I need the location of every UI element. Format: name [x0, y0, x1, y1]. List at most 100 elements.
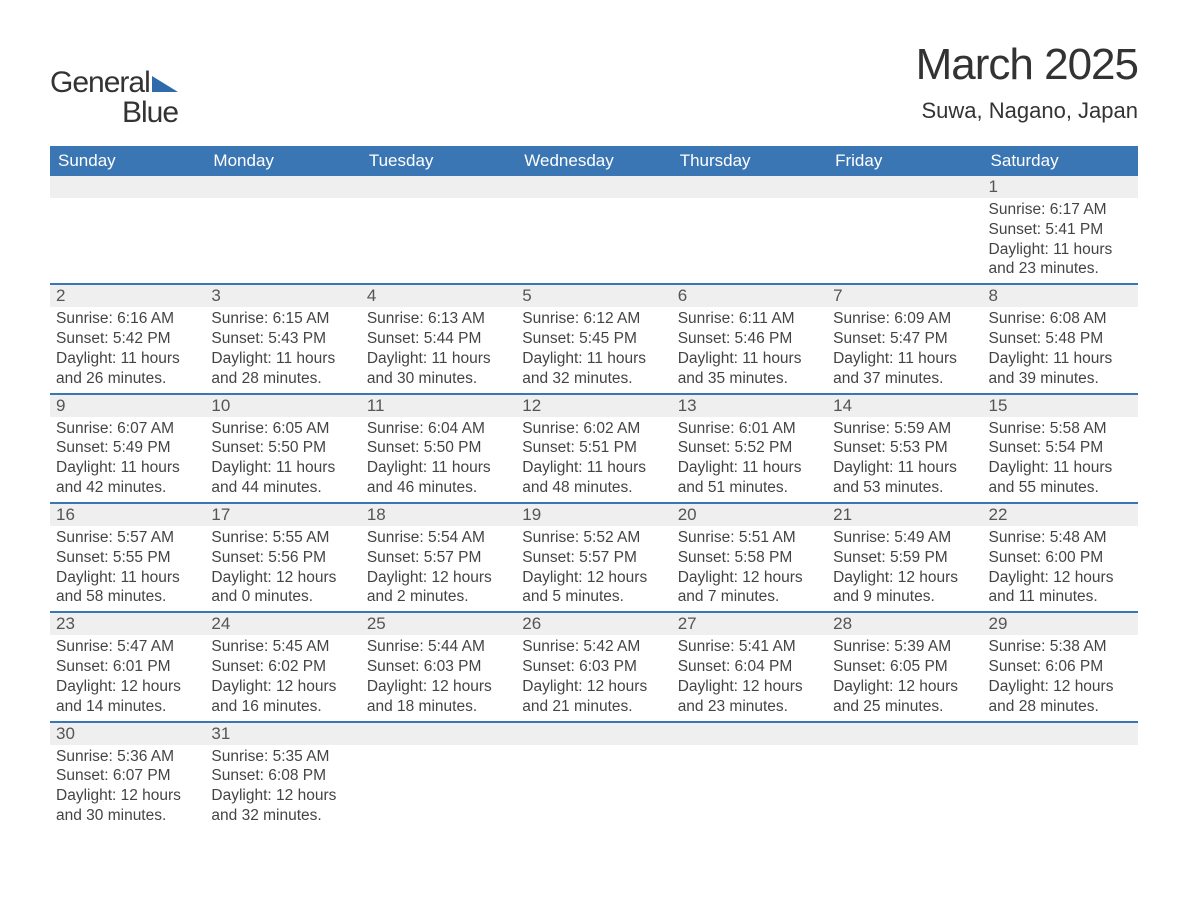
cell-line: Daylight: 11 hours and 26 minutes.: [56, 349, 199, 389]
cell-line: Daylight: 12 hours and 2 minutes.: [367, 568, 510, 608]
cell-line: Sunset: 5:47 PM: [833, 329, 976, 349]
cell-body: Sunrise: 6:12 AMSunset: 5:45 PMDaylight:…: [516, 307, 671, 392]
day-number: 20: [672, 504, 827, 526]
cell-line: Daylight: 12 hours and 11 minutes.: [989, 568, 1132, 608]
cell-line: Sunset: 6:05 PM: [833, 657, 976, 677]
calendar-cell: 15Sunrise: 5:58 AMSunset: 5:54 PMDayligh…: [983, 395, 1138, 502]
cell-body: [827, 198, 982, 204]
calendar-cell: 31Sunrise: 5:35 AMSunset: 6:08 PMDayligh…: [205, 723, 360, 830]
cell-body: Sunrise: 5:55 AMSunset: 5:56 PMDaylight:…: [205, 526, 360, 611]
cell-line: Sunset: 6:04 PM: [678, 657, 821, 677]
calendar-cell: 20Sunrise: 5:51 AMSunset: 5:58 PMDayligh…: [672, 504, 827, 611]
calendar-cell: 6Sunrise: 6:11 AMSunset: 5:46 PMDaylight…: [672, 285, 827, 392]
calendar-week-row: 2Sunrise: 6:16 AMSunset: 5:42 PMDaylight…: [50, 283, 1138, 392]
cell-line: Daylight: 11 hours and 39 minutes.: [989, 349, 1132, 389]
cell-line: Daylight: 11 hours and 44 minutes.: [211, 458, 354, 498]
cell-line: Sunset: 6:07 PM: [56, 766, 199, 786]
day-number: [983, 723, 1138, 745]
calendar-cell: 16Sunrise: 5:57 AMSunset: 5:55 PMDayligh…: [50, 504, 205, 611]
day-number: 12: [516, 395, 671, 417]
cell-line: Daylight: 12 hours and 7 minutes.: [678, 568, 821, 608]
calendar-cell: 21Sunrise: 5:49 AMSunset: 5:59 PMDayligh…: [827, 504, 982, 611]
calendar-cell: 17Sunrise: 5:55 AMSunset: 5:56 PMDayligh…: [205, 504, 360, 611]
calendar-cell: 19Sunrise: 5:52 AMSunset: 5:57 PMDayligh…: [516, 504, 671, 611]
day-number: 27: [672, 613, 827, 635]
cell-line: Sunrise: 5:57 AM: [56, 528, 199, 548]
cell-line: Daylight: 12 hours and 32 minutes.: [211, 786, 354, 826]
cell-line: Sunrise: 5:35 AM: [211, 747, 354, 767]
cell-line: Sunrise: 5:58 AM: [989, 419, 1132, 439]
cell-line: Sunrise: 5:49 AM: [833, 528, 976, 548]
cell-line: Daylight: 11 hours and 53 minutes.: [833, 458, 976, 498]
cell-body: Sunrise: 5:54 AMSunset: 5:57 PMDaylight:…: [361, 526, 516, 611]
day-number: 6: [672, 285, 827, 307]
logo-line1: General: [50, 66, 150, 99]
cell-line: Daylight: 11 hours and 32 minutes.: [522, 349, 665, 389]
calendar-cell: 18Sunrise: 5:54 AMSunset: 5:57 PMDayligh…: [361, 504, 516, 611]
cell-line: Daylight: 12 hours and 18 minutes.: [367, 677, 510, 717]
calendar-header-row: SundayMondayTuesdayWednesdayThursdayFrid…: [50, 146, 1138, 176]
cell-line: Sunset: 5:59 PM: [833, 548, 976, 568]
cell-line: Daylight: 11 hours and 48 minutes.: [522, 458, 665, 498]
calendar: SundayMondayTuesdayWednesdayThursdayFrid…: [50, 146, 1138, 830]
cell-line: Daylight: 12 hours and 23 minutes.: [678, 677, 821, 717]
cell-line: Daylight: 11 hours and 51 minutes.: [678, 458, 821, 498]
cell-body: [516, 745, 671, 751]
calendar-cell: 2Sunrise: 6:16 AMSunset: 5:42 PMDaylight…: [50, 285, 205, 392]
cell-body: Sunrise: 6:01 AMSunset: 5:52 PMDaylight:…: [672, 417, 827, 502]
calendar-cell: 4Sunrise: 6:13 AMSunset: 5:44 PMDaylight…: [361, 285, 516, 392]
cell-line: Sunrise: 5:38 AM: [989, 637, 1132, 657]
cell-body: Sunrise: 5:51 AMSunset: 5:58 PMDaylight:…: [672, 526, 827, 611]
day-number: 5: [516, 285, 671, 307]
cell-body: Sunrise: 6:04 AMSunset: 5:50 PMDaylight:…: [361, 417, 516, 502]
cell-line: Daylight: 12 hours and 5 minutes.: [522, 568, 665, 608]
cell-body: Sunrise: 6:02 AMSunset: 5:51 PMDaylight:…: [516, 417, 671, 502]
cell-line: Sunrise: 5:42 AM: [522, 637, 665, 657]
cell-line: Sunset: 6:01 PM: [56, 657, 199, 677]
cell-line: Sunrise: 5:59 AM: [833, 419, 976, 439]
cell-body: [983, 745, 1138, 751]
cell-line: Sunrise: 6:09 AM: [833, 309, 976, 329]
cell-line: Daylight: 11 hours and 35 minutes.: [678, 349, 821, 389]
cell-line: Sunset: 5:56 PM: [211, 548, 354, 568]
day-number: 14: [827, 395, 982, 417]
weekday-header: Saturday: [983, 146, 1138, 176]
weekday-header: Wednesday: [516, 146, 671, 176]
cell-line: Daylight: 11 hours and 23 minutes.: [989, 240, 1132, 280]
cell-line: Sunset: 5:43 PM: [211, 329, 354, 349]
calendar-cell: 24Sunrise: 5:45 AMSunset: 6:02 PMDayligh…: [205, 613, 360, 720]
day-number: 23: [50, 613, 205, 635]
cell-line: Daylight: 12 hours and 14 minutes.: [56, 677, 199, 717]
day-number: 29: [983, 613, 1138, 635]
cell-line: Sunrise: 5:47 AM: [56, 637, 199, 657]
calendar-cell: 3Sunrise: 6:15 AMSunset: 5:43 PMDaylight…: [205, 285, 360, 392]
cell-line: Sunrise: 5:48 AM: [989, 528, 1132, 548]
calendar-cell: 8Sunrise: 6:08 AMSunset: 5:48 PMDaylight…: [983, 285, 1138, 392]
cell-line: Sunset: 6:00 PM: [989, 548, 1132, 568]
weekday-header: Thursday: [672, 146, 827, 176]
calendar-week-row: 30Sunrise: 5:36 AMSunset: 6:07 PMDayligh…: [50, 721, 1138, 830]
cell-line: Sunset: 6:03 PM: [367, 657, 510, 677]
cell-line: Daylight: 11 hours and 42 minutes.: [56, 458, 199, 498]
cell-body: Sunrise: 6:11 AMSunset: 5:46 PMDaylight:…: [672, 307, 827, 392]
cell-line: Sunrise: 5:54 AM: [367, 528, 510, 548]
day-number: 25: [361, 613, 516, 635]
cell-line: Sunset: 5:57 PM: [367, 548, 510, 568]
cell-body: Sunrise: 6:16 AMSunset: 5:42 PMDaylight:…: [50, 307, 205, 392]
cell-line: Sunset: 5:55 PM: [56, 548, 199, 568]
cell-body: Sunrise: 6:13 AMSunset: 5:44 PMDaylight:…: [361, 307, 516, 392]
day-number: [827, 723, 982, 745]
cell-line: Sunrise: 5:39 AM: [833, 637, 976, 657]
day-number: [516, 176, 671, 198]
weekday-header: Tuesday: [361, 146, 516, 176]
day-number: 28: [827, 613, 982, 635]
cell-body: Sunrise: 5:49 AMSunset: 5:59 PMDaylight:…: [827, 526, 982, 611]
cell-body: Sunrise: 5:38 AMSunset: 6:06 PMDaylight:…: [983, 635, 1138, 720]
calendar-cell: 22Sunrise: 5:48 AMSunset: 6:00 PMDayligh…: [983, 504, 1138, 611]
cell-line: Sunrise: 5:36 AM: [56, 747, 199, 767]
cell-body: [672, 745, 827, 751]
calendar-body: 1Sunrise: 6:17 AMSunset: 5:41 PMDaylight…: [50, 176, 1138, 830]
day-number: 9: [50, 395, 205, 417]
day-number: 4: [361, 285, 516, 307]
cell-line: Sunrise: 5:55 AM: [211, 528, 354, 548]
